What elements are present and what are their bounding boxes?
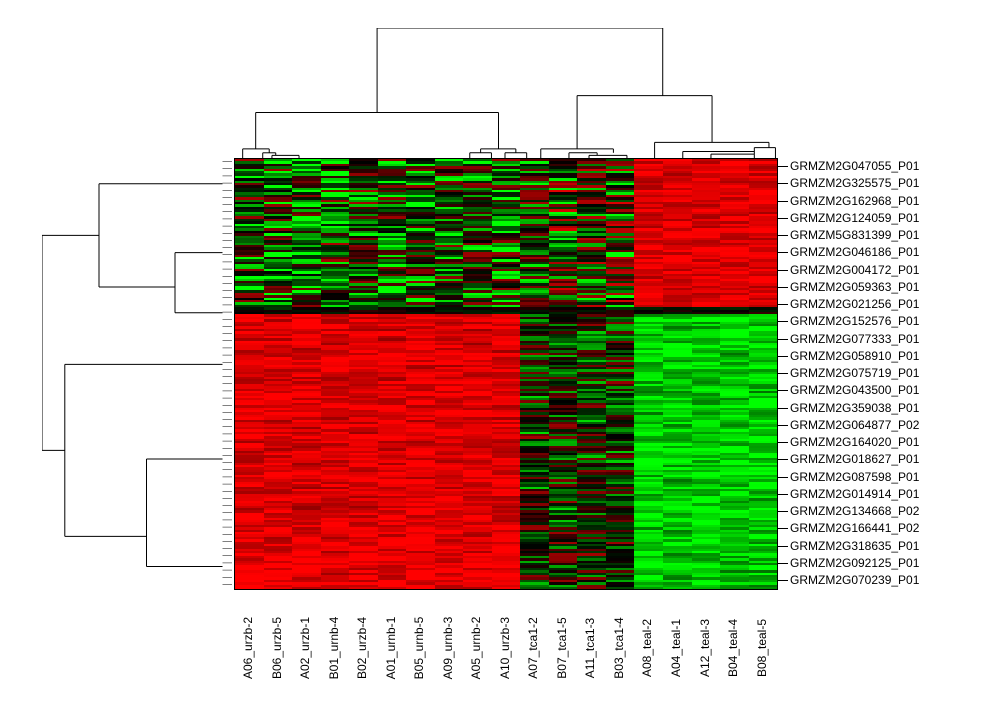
column-label: A12_teal-3 (698, 619, 712, 677)
row-label: GRMZM2G325575_P01 (790, 177, 990, 189)
column-label: B05_urnb-5 (412, 617, 426, 680)
column-label-slot: A01_urnb-1 (377, 598, 406, 698)
row-label: GRMZM2G092125_P01 (790, 557, 990, 569)
row-label: GRMZM2G318635_P01 (790, 540, 990, 552)
row-label: GRMZM2G047055_P01 (790, 160, 990, 172)
row-label: GRMZM2G124059_P01 (790, 212, 990, 224)
column-label: A04_teal-1 (669, 619, 683, 677)
column-labels: A06_urzb-2 B06_urzb-5 A02_urzb-1 B01_urnb-4… (234, 598, 776, 698)
column-label-slot: B01_urnb-4 (320, 598, 349, 698)
row-label: GRMZM2G059363_P01 (790, 281, 990, 293)
column-label-slot: A08_teal-2 (633, 598, 662, 698)
row-dendrogram (42, 158, 232, 588)
column-label: A10_urzb-3 (498, 617, 512, 679)
row-label: GRMZM2G077333_P01 (790, 333, 990, 345)
column-label: B06_urzb-5 (270, 617, 284, 679)
column-label: B02_urzb-4 (355, 617, 369, 679)
column-label-slot: A12_teal-3 (690, 598, 719, 698)
column-label-slot: B02_urzb-4 (348, 598, 377, 698)
row-label: GRMZM2G018627_P01 (790, 453, 990, 465)
row-label: GRMZM2G075719_P01 (790, 367, 990, 379)
row-label: GRMZM2G166441_P02 (790, 522, 990, 534)
row-label: GRMZM2G058910_P01 (790, 350, 990, 362)
row-label: GRMZM2G004172_P01 (790, 264, 990, 276)
column-label: A06_urzb-2 (241, 617, 255, 679)
row-label: GRMZM2G046186_P01 (790, 246, 990, 258)
column-label: A09_urnb-3 (441, 617, 455, 680)
row-label: GRMZM2G021256_P01 (790, 298, 990, 310)
row-label: GRMZM2G134668_P02 (790, 505, 990, 517)
column-label-slot: B08_teal-5 (747, 598, 776, 698)
column-label-slot: A06_urzb-2 (234, 598, 263, 698)
row-label: GRMZM2G164020_P01 (790, 436, 990, 448)
column-label: B01_urnb-4 (327, 617, 341, 680)
column-dendrogram (234, 28, 776, 158)
row-label: GRMZM2G014914_P01 (790, 488, 990, 500)
row-label: GRMZM2G043500_P01 (790, 384, 990, 396)
column-label-slot: A05_urnb-2 (462, 598, 491, 698)
row-labels: GRMZM2G047055_P01 GRMZM2G325575_P01 GRMZM2… (790, 158, 990, 588)
column-label-slot: A11_tca1-3 (576, 598, 605, 698)
column-label-slot: B05_urnb-5 (405, 598, 434, 698)
chart-page: GRMZM2G047055_P01 GRMZM2G325575_P01 GRMZM2… (0, 0, 1004, 721)
column-label: B08_teal-5 (755, 619, 769, 677)
column-label: A05_urnb-2 (469, 617, 483, 680)
column-label-slot: B06_urzb-5 (263, 598, 292, 698)
column-label-slot: A07_tca1-2 (519, 598, 548, 698)
column-label: A07_tca1-2 (526, 617, 540, 678)
column-label: A11_tca1-3 (583, 618, 597, 679)
column-label: A08_teal-2 (640, 619, 654, 677)
heatmap (234, 158, 778, 590)
column-label-slot: B03_tca1-4 (605, 598, 634, 698)
column-label: A01_urnb-1 (384, 617, 398, 680)
row-label: GRMZM2G162968_P01 (790, 195, 990, 207)
row-label: GRMZM2G359038_P01 (790, 402, 990, 414)
row-label: GRMZM2G152576_P01 (790, 315, 990, 327)
column-label-slot: B07_tca1-5 (548, 598, 577, 698)
column-label-slot: A04_teal-1 (662, 598, 691, 698)
column-label-slot: A10_urzb-3 (491, 598, 520, 698)
row-label: GRMZM2G064877_P02 (790, 419, 990, 431)
column-label-slot: A02_urzb-1 (291, 598, 320, 698)
column-label-slot: B04_teal-4 (719, 598, 748, 698)
column-label-slot: A09_urnb-3 (434, 598, 463, 698)
column-label: A02_urzb-1 (298, 617, 312, 679)
column-label: B07_tca1-5 (555, 617, 569, 678)
column-label: B03_tca1-4 (612, 617, 626, 678)
column-label: B04_teal-4 (726, 619, 740, 677)
row-label: GRMZM2G087598_P01 (790, 471, 990, 483)
heatmap-row (235, 587, 777, 589)
row-label: GRMZM2G070239_P01 (790, 574, 990, 586)
row-label: GRMZM5G831399_P01 (790, 229, 990, 241)
